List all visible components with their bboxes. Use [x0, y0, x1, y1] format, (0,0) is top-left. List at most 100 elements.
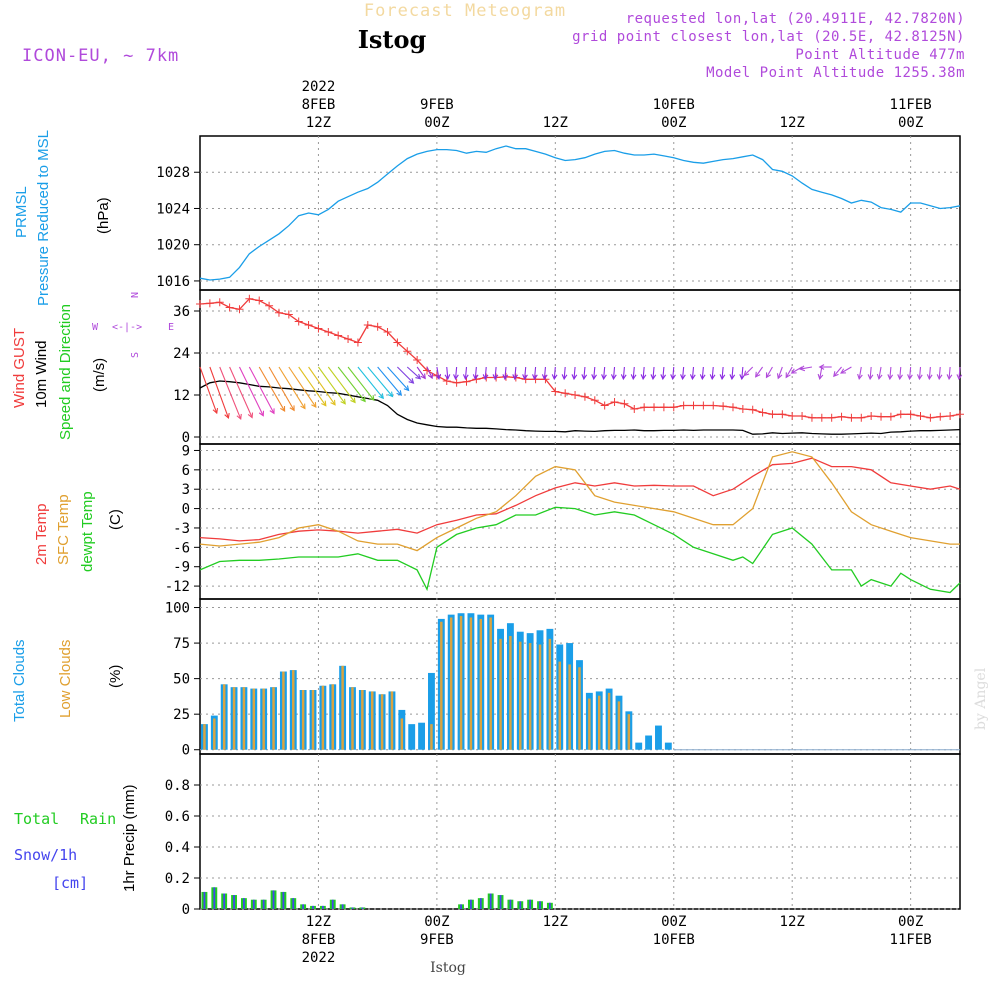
- snow-bar: [499, 895, 502, 909]
- snow-bar: [331, 899, 334, 909]
- wind-arrow-head: [321, 400, 327, 407]
- wind-arrow: [899, 366, 902, 380]
- wind-arrow: [347, 366, 375, 401]
- wind-arrow: [889, 366, 892, 380]
- label-total-clouds: Total Clouds: [11, 639, 28, 722]
- wind-arrow: [426, 366, 433, 379]
- wind-arrow-head: [541, 374, 548, 381]
- wind-arrow-head: [610, 374, 617, 381]
- y-tick-label: 12: [173, 388, 190, 404]
- snow-bar: [539, 901, 541, 909]
- wind-arrow: [928, 366, 931, 380]
- low-cloud-bar: [459, 616, 463, 750]
- low-cloud-bar: [222, 684, 226, 750]
- wind-arrow: [603, 366, 606, 380]
- low-cloud-bar: [588, 698, 591, 750]
- y-tick-label: 50: [173, 672, 190, 688]
- bottom-time-label: 00Z: [661, 914, 686, 930]
- wind-arrow: [691, 366, 695, 380]
- label-percent: (%): [107, 665, 124, 688]
- label-2m-temp: 2m Temp: [33, 504, 50, 565]
- temperature-labels: 2m Temp SFC Temp dewpt Temp (C): [33, 491, 124, 572]
- wind-arrow: [553, 366, 556, 380]
- temp-2m-line: [199, 457, 961, 542]
- compass-arrows: <-|->: [112, 322, 142, 333]
- wind-arrow-head: [571, 374, 578, 381]
- low-cloud-bar: [519, 641, 522, 750]
- y-tick-label: -9: [173, 560, 190, 576]
- top-time-label: 12Z: [780, 115, 805, 131]
- wind-arrow-head: [532, 374, 538, 381]
- wind-arrow: [765, 366, 773, 378]
- wind-arrow-head: [640, 374, 647, 381]
- y-tick-label: -12: [165, 579, 190, 595]
- wind-arrow: [777, 366, 783, 379]
- wind-arrow: [682, 366, 685, 380]
- wind-arrow: [672, 366, 675, 380]
- wind-arrow-head: [340, 398, 346, 405]
- bottom-time-label: 8FEB: [302, 932, 336, 948]
- bottom-time-label: 10FEB: [653, 932, 695, 948]
- wind-arrow-head: [212, 408, 219, 415]
- grid-lines: [200, 136, 960, 910]
- total-cloud-bar: [664, 742, 672, 750]
- wind-arrow: [484, 366, 487, 380]
- wind-arrow: [387, 366, 410, 391]
- gridpoint-coords: grid point closest lon,lat (20.5E, 42.81…: [572, 29, 965, 45]
- wind-arrow: [711, 366, 714, 380]
- label-celsius: (C): [107, 509, 124, 530]
- wind-arrow-head: [408, 378, 415, 384]
- label-sfc-temp: SFC Temp: [55, 494, 72, 565]
- snow-bar: [470, 899, 472, 909]
- y-tick-label: -6: [173, 540, 190, 556]
- wind-arrow: [833, 366, 842, 377]
- wind-arrow: [918, 366, 922, 380]
- top-title: Forecast Meteogram: [364, 1, 566, 21]
- low-cloud-bar: [627, 714, 631, 750]
- wind-arrow: [622, 366, 625, 380]
- wind-arrow: [258, 366, 286, 412]
- low-cloud-bar: [509, 635, 512, 750]
- low-cloud-bar: [321, 685, 325, 750]
- dewpt-line: [199, 506, 961, 594]
- wind-arrow-head: [719, 374, 726, 381]
- total-cloud-bar: [428, 672, 435, 750]
- y-tick-label: 0.8: [165, 778, 190, 794]
- total-cloud-bar: [418, 722, 426, 750]
- wind-arrow: [377, 366, 402, 396]
- wind-arrow: [278, 366, 306, 409]
- wind-arrow-head: [378, 393, 384, 400]
- wind-arrow-head: [876, 373, 883, 380]
- compass-e: E: [168, 322, 174, 333]
- snow-bar: [529, 899, 532, 909]
- wind-arrow-head: [522, 374, 528, 381]
- compass-s: S: [130, 352, 141, 358]
- low-cloud-bar: [203, 724, 206, 750]
- low-cloud-bar: [232, 687, 236, 750]
- snow-bar: [213, 887, 216, 909]
- wind-arrow-head: [743, 370, 750, 377]
- sfc-temp-line: [199, 451, 960, 552]
- low-cloud-bar: [607, 692, 611, 750]
- wind-arrow-head: [561, 374, 568, 381]
- bottom-time-label: 00Z: [898, 914, 923, 930]
- snow-bar: [361, 907, 364, 909]
- wind-arrow: [474, 366, 477, 380]
- low-cloud-bar: [538, 644, 542, 750]
- total-cloud-bar: [655, 725, 662, 750]
- wind-arrow-head: [269, 408, 275, 415]
- wind-arrow-head: [897, 374, 903, 381]
- y-tick-label: 24: [173, 346, 190, 362]
- label-wind-gust: Wind GUST: [11, 328, 28, 408]
- label-snow: Snow/1h: [14, 846, 77, 864]
- wind-arrow: [938, 366, 941, 380]
- wind-arrow-head: [776, 373, 783, 380]
- wind-arrow: [563, 366, 566, 380]
- label-dewpt-temp: dewpt Temp: [79, 491, 96, 572]
- snow-bar: [302, 904, 305, 909]
- top-time-label: 00Z: [898, 115, 923, 131]
- wind-arrow-head: [369, 395, 375, 402]
- snow-bar: [312, 905, 314, 909]
- wind-arrow: [317, 366, 346, 405]
- top-time-label: 11FEB: [890, 97, 932, 113]
